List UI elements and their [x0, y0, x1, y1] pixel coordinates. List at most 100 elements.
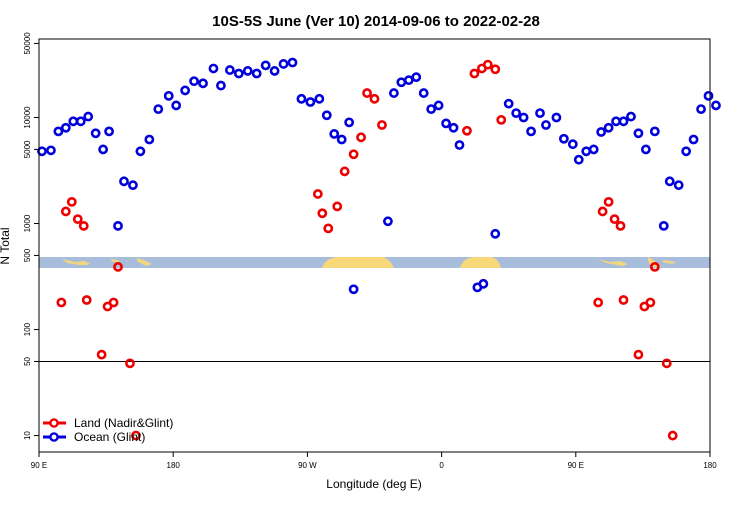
data-point-ocean [688, 134, 699, 145]
data-point-ocean [541, 120, 551, 130]
y-tick-label: 5000 [23, 140, 32, 158]
data-point-land [66, 196, 77, 207]
data-point-ocean [278, 59, 289, 69]
data-point-land [645, 297, 656, 308]
data-point-ocean [171, 100, 182, 111]
data-point-ocean [305, 97, 316, 107]
data-point-ocean [664, 176, 675, 187]
data-point-ocean [611, 116, 621, 127]
data-point-ocean [113, 220, 123, 231]
data-point-ocean [518, 112, 529, 123]
data-points [37, 57, 721, 441]
data-point-land [615, 220, 626, 231]
y-axis-label: N Total [0, 227, 12, 264]
data-point-ocean [104, 126, 114, 137]
data-point-ocean [588, 144, 599, 155]
data-point-land [496, 114, 507, 125]
y-tick-label: 100 [23, 322, 32, 336]
data-point-ocean [433, 100, 444, 111]
world-map-strip [39, 257, 710, 268]
y-axis: 10 50 100 500 1000 5000 10000 50000 [23, 32, 39, 440]
data-point-land [603, 196, 614, 207]
data-point-land [649, 261, 660, 272]
x-tick-label: 90 E [31, 461, 47, 470]
y-tick-label: 50000 [23, 32, 32, 55]
chart-title: 10S-5S June (Ver 10) 2014-09-06 to 2022-… [212, 13, 540, 30]
data-point-ocean [198, 78, 208, 89]
data-point-ocean [75, 116, 86, 127]
data-point-ocean [208, 63, 219, 74]
data-point-land [131, 430, 141, 441]
data-point-ocean [535, 108, 545, 119]
data-point-ocean [558, 133, 569, 144]
data-point-ocean [626, 111, 636, 122]
x-tick-label: 180 [703, 461, 717, 470]
x-tick-label: 180 [167, 461, 181, 470]
data-point-ocean [242, 66, 253, 76]
data-point-land [323, 223, 334, 234]
data-point-ocean [478, 278, 489, 289]
data-point-ocean [618, 116, 629, 127]
data-point-ocean [37, 146, 47, 157]
data-point-ocean [251, 68, 262, 79]
data-point-ocean [233, 68, 244, 79]
legend-item-land: Land (Nadir&Glint) [43, 416, 173, 430]
data-point-ocean [526, 126, 536, 137]
data-point-land [56, 297, 67, 308]
data-point-ocean [454, 140, 465, 150]
data-point-ocean [128, 180, 138, 191]
data-point-ocean [46, 145, 56, 156]
data-point-land [369, 93, 380, 104]
legend-item-ocean: Ocean (Glint) [43, 430, 145, 444]
data-point-ocean [98, 144, 109, 155]
data-point-ocean [411, 72, 422, 83]
legend: Land (Nadir&Glint) Ocean (Glint) [43, 416, 173, 444]
data-point-ocean [119, 176, 129, 187]
y-tick-label: 500 [23, 248, 32, 262]
legend-label-land: Land (Nadir&Glint) [74, 416, 173, 430]
data-point-land [490, 64, 501, 75]
data-point-ocean [287, 57, 298, 68]
y-tick-label: 10000 [23, 106, 32, 129]
data-point-ocean [596, 127, 607, 137]
data-point-land [469, 68, 480, 79]
data-point-ocean [633, 128, 644, 139]
data-point-land [78, 220, 89, 231]
x-tick-label: 90 E [568, 461, 584, 470]
data-point-ocean [673, 180, 684, 191]
data-point-land [81, 295, 92, 305]
data-point-ocean [573, 154, 584, 165]
data-point-ocean [260, 60, 271, 71]
plot-frame [38, 38, 711, 453]
data-point-land [108, 297, 119, 308]
data-point-ocean [383, 216, 393, 227]
data-point-ocean [658, 220, 669, 231]
data-point-ocean [344, 117, 355, 128]
y-tick-label: 50 [23, 356, 32, 365]
data-point-ocean [216, 80, 226, 91]
data-point-land [482, 59, 493, 70]
data-point-ocean [603, 122, 614, 133]
data-point-ocean [388, 88, 399, 98]
data-point-land [348, 149, 359, 160]
data-point-land [462, 125, 472, 136]
data-point-ocean [269, 66, 280, 76]
data-point-ocean [649, 126, 660, 137]
data-point-ocean [581, 146, 592, 157]
data-point-land [317, 208, 328, 219]
data-point-land [633, 349, 644, 360]
data-point-land [356, 132, 366, 143]
data-point-ocean [296, 93, 307, 104]
x-axis: 90 E 180 90 W 0 90 E 180 [31, 452, 717, 470]
data-point-land [609, 214, 620, 225]
data-point-ocean [640, 144, 651, 155]
data-point-ocean [68, 116, 79, 127]
data-point-land [362, 88, 372, 98]
data-point-land [96, 349, 107, 360]
data-point-ocean [90, 128, 101, 139]
data-point-land [667, 430, 678, 441]
data-point-ocean [703, 90, 714, 101]
data-point-ocean [348, 284, 359, 295]
